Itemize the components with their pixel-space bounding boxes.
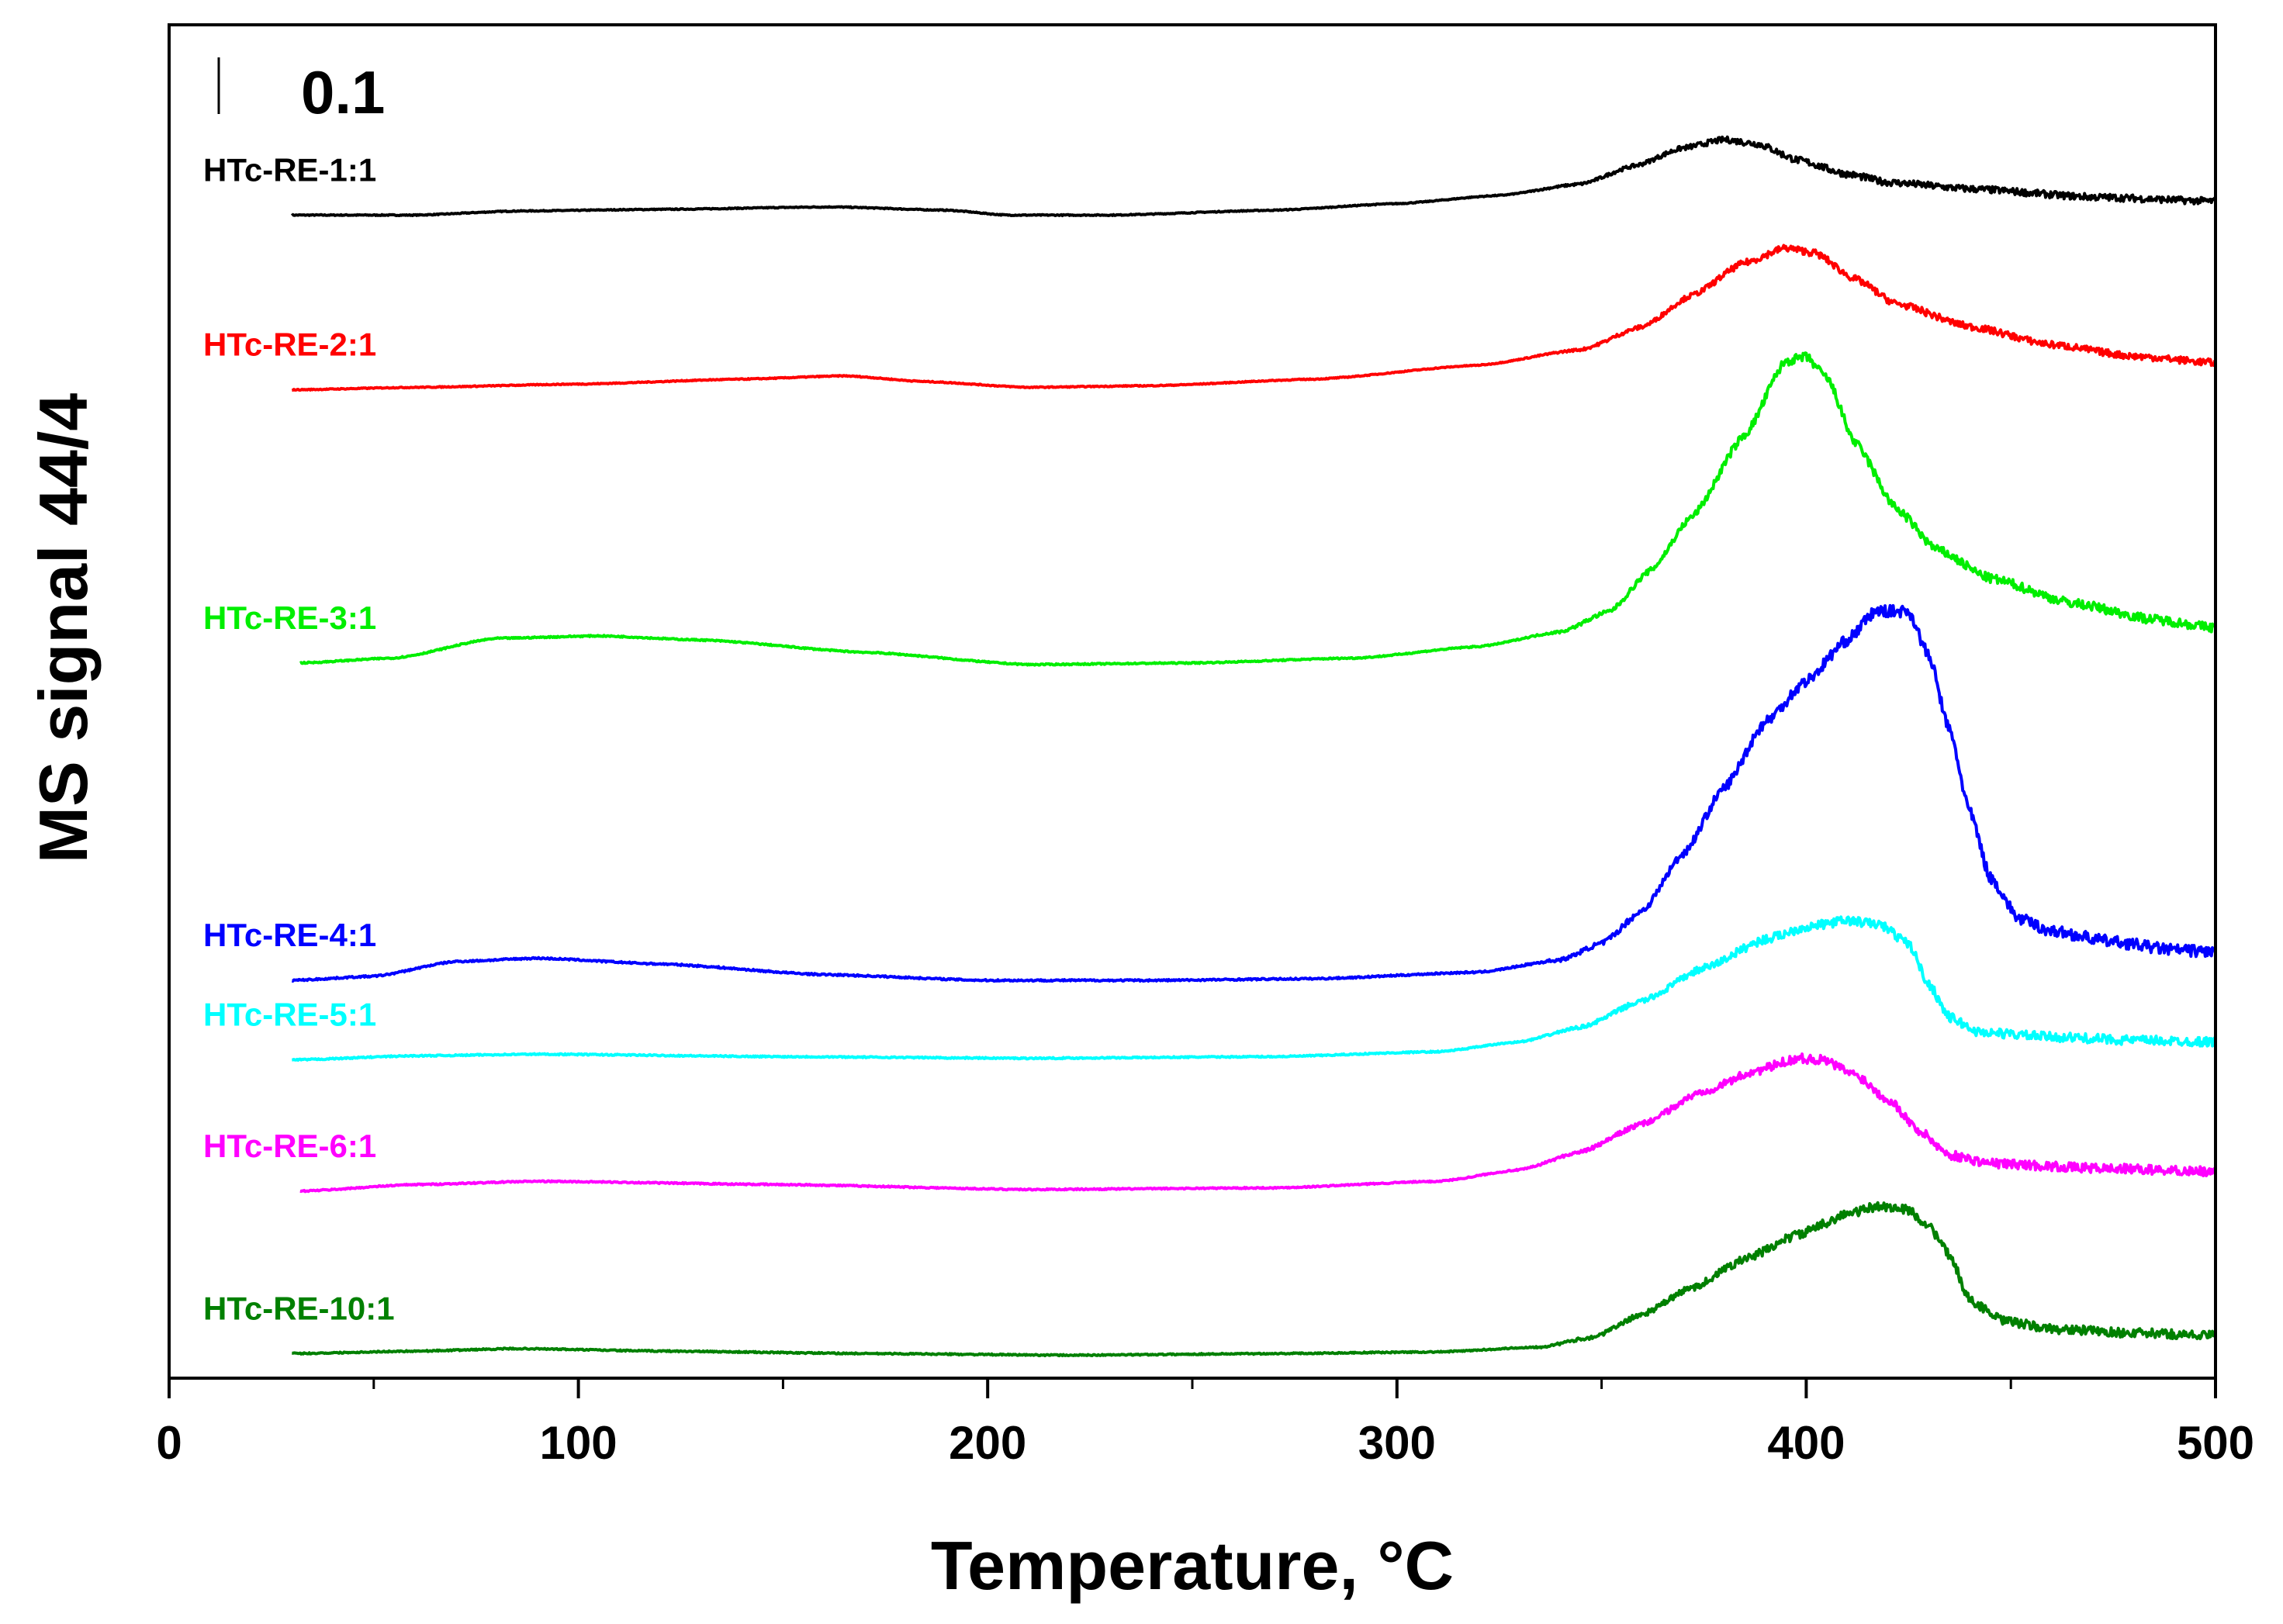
series-label: HTc-RE-4:1 — [203, 917, 376, 953]
series-label: HTc-RE-5:1 — [203, 997, 376, 1033]
x-tick-label: 0 — [156, 1417, 182, 1469]
series-line — [290, 135, 2217, 217]
series-line — [291, 915, 2217, 1062]
series-line — [299, 1052, 2216, 1194]
series-label: HTc-RE-3:1 — [203, 599, 376, 636]
x-axis-ticks: 0 100 200 300 400 500 — [156, 1378, 2254, 1469]
x-tick-label: 300 — [1358, 1417, 1436, 1469]
x-tick-label: 200 — [949, 1417, 1026, 1469]
x-tick-label: 500 — [2177, 1417, 2254, 1469]
series-label: HTc-RE-1:1 — [203, 151, 376, 188]
plot-frame — [168, 23, 2217, 1380]
scale-bar: 0.1 — [217, 57, 385, 126]
series-line — [291, 1201, 2217, 1358]
x-tick-label: 100 — [540, 1417, 617, 1469]
series-labels-layer: HTc-RE-1:1 HTc-RE-2:1 HTc-RE-3:1 HTc-RE-4:1… — [203, 151, 395, 1326]
series-label: HTc-RE-10:1 — [203, 1290, 395, 1326]
x-axis-title: Temperature, °C — [931, 1527, 1454, 1604]
series-label: HTc-RE-6:1 — [203, 1128, 376, 1164]
traces-layer — [290, 135, 2217, 1358]
series-line — [291, 603, 2217, 983]
series-line — [299, 351, 2216, 667]
y-axis-title: MS signal 44/4 — [25, 393, 102, 864]
series-label: HTc-RE-2:1 — [203, 327, 376, 363]
scale-bar-label: 0.1 — [301, 58, 385, 126]
series-line — [291, 244, 2216, 392]
x-tick-label: 400 — [1767, 1417, 1845, 1469]
